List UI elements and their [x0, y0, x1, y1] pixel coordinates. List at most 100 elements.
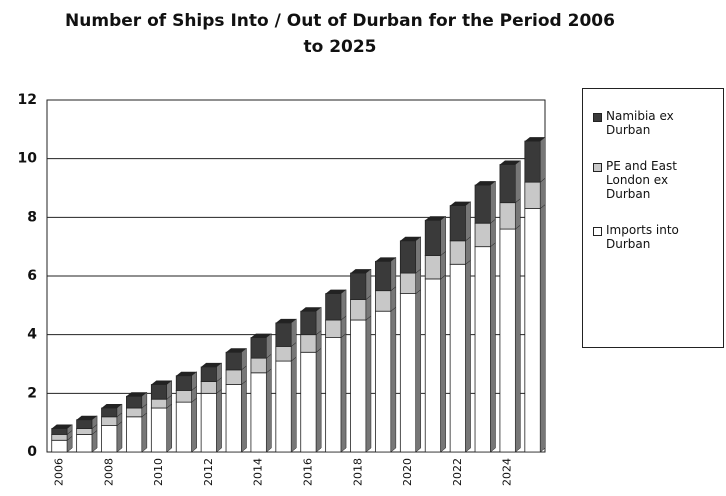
- bar-side: [490, 242, 496, 453]
- x-tick-label: 2006: [52, 458, 65, 486]
- bar-side: [166, 380, 173, 400]
- y-tick-label: 4: [27, 327, 37, 343]
- bar-segment: [76, 433, 93, 453]
- bar-top: [176, 371, 197, 376]
- bar-side: [116, 421, 123, 453]
- bar-segment: [101, 407, 118, 418]
- bar-side: [191, 371, 197, 391]
- bar-segment: [250, 372, 267, 453]
- bar-segment: [424, 255, 442, 280]
- bar-top: [475, 181, 496, 186]
- bar-side: [515, 160, 521, 204]
- bar-side: [490, 180, 496, 224]
- bar-segment: [175, 389, 193, 403]
- bar-top: [126, 392, 147, 397]
- bar-segment: [325, 319, 342, 339]
- bar-segment: [101, 425, 118, 453]
- bar-side: [116, 403, 123, 418]
- bar-segment: [350, 299, 367, 321]
- bar-segment: [499, 228, 516, 453]
- x-tick-label: 2018: [351, 458, 364, 486]
- bar-side: [340, 333, 347, 453]
- legend-item: Namibia ex Durban: [593, 109, 715, 137]
- bar-side: [465, 259, 471, 453]
- bar-segment: [399, 293, 417, 453]
- bar-segment: [225, 369, 242, 385]
- bar-side: [266, 368, 272, 453]
- bar-segment: [350, 272, 367, 300]
- legend-swatch: [593, 227, 602, 236]
- bar-segment: [524, 181, 541, 209]
- bar-segment: [76, 428, 93, 435]
- bar-side: [365, 315, 372, 453]
- bar-segment: [424, 219, 442, 256]
- bar-segment: [474, 246, 491, 453]
- bar-segment: [175, 375, 193, 391]
- bar-segment: [524, 208, 541, 453]
- bar-segment: [126, 395, 143, 409]
- bar-segment: [225, 351, 242, 371]
- y-tick-label: 12: [18, 92, 37, 108]
- bar-side: [465, 236, 471, 265]
- bar-top: [375, 257, 396, 262]
- bar-side: [141, 412, 148, 453]
- bar-side: [465, 201, 471, 242]
- bar-segment: [175, 401, 193, 453]
- bar-segment: [200, 366, 217, 382]
- bar-side: [291, 356, 297, 453]
- bar-side: [540, 136, 546, 183]
- y-tick-label: 2: [27, 385, 37, 401]
- bar-segment: [51, 439, 68, 453]
- bar-segment: [300, 351, 317, 453]
- bar-segment: [275, 360, 292, 453]
- legend-swatch: [593, 113, 602, 122]
- x-tick-label: 2014: [252, 458, 265, 486]
- bar-segment: [449, 263, 466, 453]
- bar-side: [515, 198, 521, 230]
- bar-top: [275, 318, 297, 323]
- bar-side: [291, 318, 297, 347]
- bar-segment: [250, 337, 267, 359]
- bar-side: [440, 250, 446, 280]
- bar-segment: [275, 345, 292, 362]
- bar-side: [540, 177, 546, 210]
- bar-top: [201, 362, 222, 367]
- bar-segment: [200, 392, 217, 453]
- bar-segment: [250, 357, 267, 374]
- bar-side: [216, 362, 222, 383]
- bar-side: [266, 333, 272, 359]
- bar-segment: [150, 398, 168, 409]
- bar-segment: [325, 337, 342, 453]
- bar-side: [191, 397, 197, 453]
- bar-top: [101, 404, 122, 408]
- bar-top: [524, 137, 546, 142]
- bar-side: [415, 289, 422, 453]
- bar-side: [241, 347, 247, 371]
- bar-top: [51, 424, 73, 429]
- legend-item: Imports into Durban: [593, 223, 715, 251]
- bar-segment: [225, 384, 242, 453]
- bar-side: [540, 204, 546, 453]
- bar-top: [425, 216, 446, 221]
- bar-segment: [474, 184, 491, 224]
- bar-side: [166, 403, 173, 453]
- bar-segment: [275, 322, 292, 347]
- bar-segment: [101, 416, 118, 426]
- y-tick-label: 8: [27, 209, 37, 225]
- bar-side: [415, 236, 422, 274]
- bar-side: [490, 218, 496, 248]
- bar-segment: [200, 381, 217, 394]
- bar-segment: [51, 433, 68, 441]
- bar-segment: [524, 140, 541, 183]
- bar-segment: [126, 407, 143, 418]
- bar-segment: [499, 164, 516, 204]
- x-tick-label: 2024: [501, 458, 514, 486]
- bar-top: [250, 333, 272, 338]
- bar-segment: [300, 334, 317, 353]
- bar-top: [499, 160, 521, 165]
- bar-side: [141, 391, 148, 409]
- bar-segment: [375, 290, 392, 312]
- bar-side: [390, 256, 397, 292]
- x-tick-label: 2022: [451, 458, 464, 486]
